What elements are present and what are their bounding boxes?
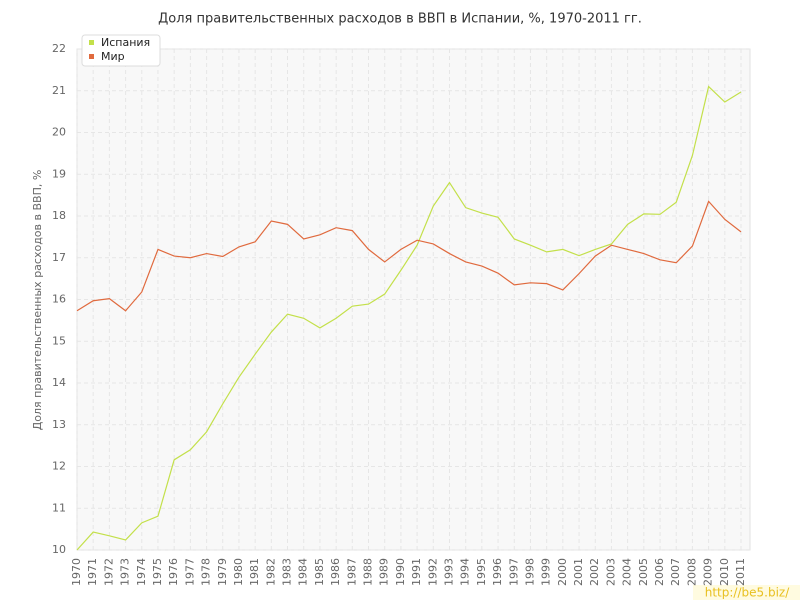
x-tick-label: 1983 — [281, 558, 294, 586]
x-tick-label: 1992 — [426, 558, 439, 586]
x-tick-label: 2003 — [604, 558, 617, 586]
x-tick-label: 1984 — [297, 558, 310, 586]
y-tick-label: 17 — [52, 251, 66, 264]
x-tick-label: 2004 — [621, 558, 634, 586]
x-tick-label: 1975 — [151, 558, 164, 586]
x-tick-label: 1986 — [329, 558, 342, 586]
x-tick-label: 1976 — [167, 558, 180, 586]
x-tick-label: 1978 — [200, 558, 213, 586]
y-tick-label: 11 — [52, 501, 66, 514]
x-tick-label: 1980 — [232, 558, 245, 586]
y-tick-label: 18 — [52, 209, 66, 222]
x-tick-label: 2007 — [669, 558, 682, 586]
legend-swatch — [89, 54, 94, 59]
x-tick-label: 1990 — [394, 558, 407, 586]
x-tick-label: 1974 — [135, 558, 148, 586]
y-tick-label: 10 — [52, 543, 66, 556]
y-tick-label: 19 — [52, 167, 66, 180]
y-tick-label: 20 — [52, 126, 66, 139]
series-line — [76, 85, 742, 551]
y-tick-label: 14 — [52, 376, 66, 389]
x-tick-label: 2011 — [734, 558, 747, 586]
legend-label: Мир — [101, 50, 125, 63]
x-tick-label: 1995 — [475, 558, 488, 586]
x-tick-label: 2001 — [572, 558, 585, 586]
legend-label: Испания — [101, 36, 150, 49]
y-tick-label: 12 — [52, 460, 66, 473]
x-tick-label: 1977 — [183, 558, 196, 586]
x-tick-label: 2008 — [685, 558, 698, 586]
x-tick-label: 1993 — [442, 558, 455, 586]
x-tick-label: 2000 — [556, 558, 569, 586]
x-tick-label: 2009 — [702, 558, 715, 586]
x-tick-label: 1994 — [459, 558, 472, 586]
x-tick-label: 1981 — [248, 558, 261, 586]
watermark: http://be5.biz/ — [705, 586, 790, 600]
x-tick-label: 1999 — [540, 558, 553, 586]
y-tick-label: 22 — [52, 42, 66, 55]
x-tick-label: 1971 — [86, 558, 99, 586]
x-tick-label: 1998 — [523, 558, 536, 586]
x-tick-label: 1989 — [378, 558, 391, 586]
y-tick-label: 13 — [52, 418, 66, 431]
x-tick-label: 1979 — [216, 558, 229, 586]
x-tick-label: 1997 — [507, 558, 520, 586]
x-tick-label: 1991 — [410, 558, 423, 586]
x-tick-label: 1970 — [70, 558, 83, 586]
y-axis-label: Доля правительственных расходов в ВВП, % — [31, 170, 44, 431]
x-tick-label: 2010 — [718, 558, 731, 586]
x-tick-label: 1987 — [345, 558, 358, 586]
x-tick-label: 1982 — [264, 558, 277, 586]
x-tick-label: 2002 — [588, 558, 601, 586]
y-tick-label: 15 — [52, 334, 66, 347]
series-line — [76, 200, 742, 312]
legend-swatch — [89, 40, 94, 45]
x-tick-label: 1985 — [313, 558, 326, 586]
y-tick-label: 16 — [52, 293, 66, 306]
x-tick-label: 1996 — [491, 558, 504, 586]
x-tick-label: 2006 — [653, 558, 666, 586]
y-tick-label: 21 — [52, 84, 66, 97]
watermark-bg — [693, 585, 800, 600]
x-tick-label: 1988 — [362, 558, 375, 586]
x-tick-label: 1972 — [102, 558, 115, 586]
x-tick-label: 1973 — [119, 558, 132, 586]
legend-box — [81, 34, 161, 67]
chart-title: Доля правительственных расходов в ВВП в … — [158, 12, 642, 27]
x-tick-label: 2005 — [637, 558, 650, 586]
